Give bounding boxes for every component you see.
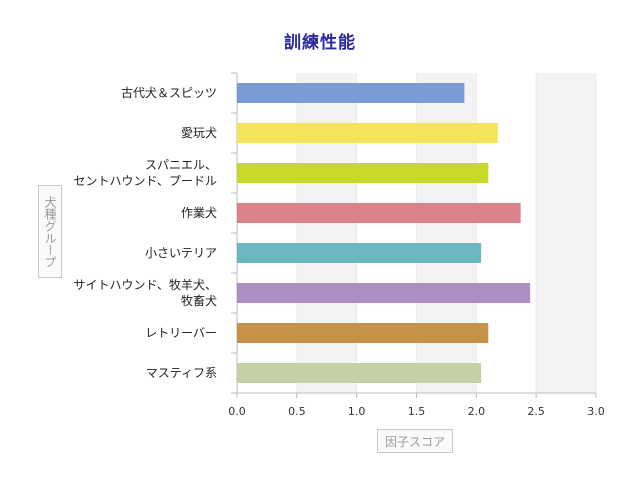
y-tick-label: 古代犬＆スピッツ [121,85,217,100]
bar [237,163,489,183]
bar [237,123,498,143]
bar [237,83,465,103]
x-tick-label: 0.0 [228,405,246,418]
y-axis-label: 犬種グループ [38,185,62,278]
y-tick-label: 小さいテリア [145,246,217,260]
y-tick-label: サイトハウンド、牧羊犬、 [73,277,217,292]
y-tick-label: マスティフ系 [146,366,217,380]
x-tick-label: 1.5 [408,405,426,418]
y-tick-label: スパニエル、 [145,158,217,172]
bar [237,283,531,303]
y-tick-label: レトリーバー [145,326,217,340]
y-tick-label: 作業犬 [181,206,217,220]
y-tick-label: 愛玩犬 [181,126,217,140]
y-tick-label: 牧畜犬 [181,293,217,308]
chart-title: 訓練性能 [284,33,356,53]
y-tick-label: セントハウンド、プードル [73,174,217,188]
x-tick-label: 1.0 [348,405,366,418]
bar [237,323,489,343]
x-tick-label: 2.5 [527,405,545,418]
grid-band [536,73,596,393]
grid-band [416,73,477,393]
x-axis-label: 因子スコア [377,429,453,453]
x-tick-label: 0.5 [288,405,306,418]
bar [237,243,482,263]
x-tick-label: 2.0 [468,405,486,418]
x-tick-label: 3.0 [587,405,605,418]
bar [237,203,521,223]
grid-band [296,73,357,393]
bar [237,363,482,383]
